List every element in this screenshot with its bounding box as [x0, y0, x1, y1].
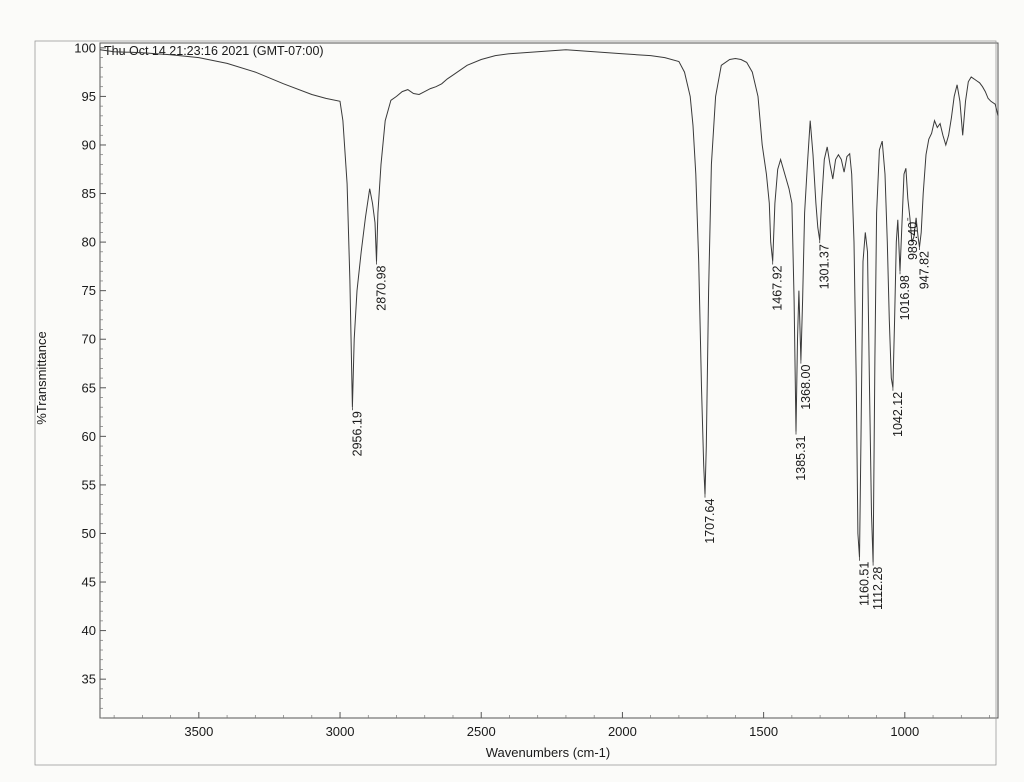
- x-tick-label: 2000: [608, 724, 637, 739]
- spectrum-trace: [99, 49, 999, 563]
- y-tick-label: 55: [82, 477, 96, 492]
- peak-label: 1160.51: [858, 562, 872, 606]
- peak-label: 1368.00: [799, 365, 813, 410]
- peak-label: 2956.19: [350, 411, 364, 456]
- y-tick-label: 100: [74, 40, 96, 55]
- y-tick-label: 70: [82, 332, 96, 347]
- peak-label: 1707.64: [703, 499, 717, 544]
- y-tick-label: 80: [82, 235, 96, 250]
- x-axis: 3500 3000 2500 2000 1500 1000: [113, 712, 990, 739]
- peak-label: 2870.98: [375, 265, 389, 310]
- header-timestamp: Thu Oct 14 21:23:16 2021 (GMT-07:00): [104, 44, 324, 58]
- peak-label: 1016.98: [898, 275, 912, 320]
- peak-label: 947.82: [918, 251, 932, 289]
- plot-frame: [99, 42, 999, 719]
- peak-label: 1112.28: [871, 567, 885, 610]
- x-tick-label: 1500: [749, 724, 778, 739]
- peak-labels: 2956.19 2870.98 1707.64 1467.92 1385.31 1368.…: [350, 217, 932, 610]
- x-tick-label: 1000: [890, 724, 919, 739]
- y-tick-label: 90: [82, 137, 96, 152]
- peak-label: 1385.31: [794, 435, 808, 480]
- page-border: [34, 40, 997, 766]
- y-tick-label: 50: [82, 526, 96, 541]
- x-tick-label: 3000: [326, 724, 355, 739]
- y-tick-label: 75: [82, 283, 96, 298]
- y-axis-title: %Transmittance: [34, 331, 49, 424]
- y-tick-label: 45: [82, 575, 96, 590]
- peak-label: 1042.12: [891, 392, 905, 437]
- peak-label: 989.40: [906, 222, 920, 260]
- x-tick-label: 3500: [184, 724, 213, 739]
- y-tick-label: 85: [82, 186, 96, 201]
- y-tick-label: 95: [82, 89, 96, 104]
- y-tick-label: 35: [82, 672, 96, 687]
- peak-label: 1467.92: [771, 265, 785, 310]
- y-tick-label: 40: [82, 623, 96, 638]
- x-axis-title: Wavenumbers (cm-1): [486, 745, 610, 760]
- peak-label: 1301.37: [818, 244, 832, 289]
- y-tick-label: 65: [82, 380, 96, 395]
- x-tick-label: 2500: [467, 724, 496, 739]
- y-axis: 35 40 45 50 55 60 65 70 75 80 85 90 95 100: [74, 40, 106, 719]
- y-tick-label: 60: [82, 429, 96, 444]
